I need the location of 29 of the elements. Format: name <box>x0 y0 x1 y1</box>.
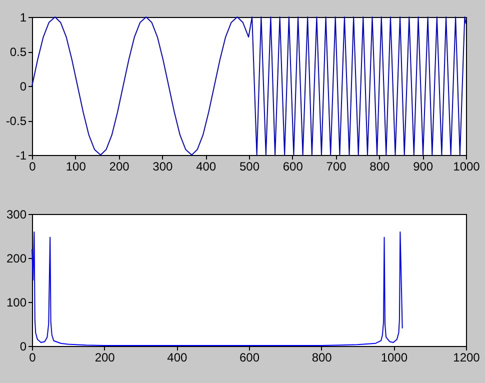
x-tick-label: 800 <box>312 350 332 364</box>
x-tick-label: 600 <box>282 160 304 174</box>
y-tick-label: 0 <box>20 340 27 354</box>
x-tick-label: 700 <box>326 160 347 174</box>
y-tick-label: 200 <box>6 252 27 266</box>
x-tick-label: 200 <box>109 160 130 174</box>
x-tick-label: 900 <box>413 160 434 174</box>
x-tick-label: 1200 <box>453 350 480 364</box>
y-tick-label: 0 <box>20 80 27 94</box>
x-tick-label: 300 <box>152 160 174 174</box>
x-tick-label: 0 <box>29 160 36 174</box>
x-tick-label: 1000 <box>453 160 480 174</box>
x-tick-label: 100 <box>66 160 86 174</box>
y-tick-label: 0.5 <box>10 45 27 59</box>
y-tick-label: 300 <box>6 208 27 222</box>
y-tick-label: 1 <box>20 10 27 24</box>
x-tick-label: 500 <box>239 160 260 174</box>
x-tick-label: 600 <box>239 350 260 364</box>
y-tick-label: -1 <box>16 148 27 162</box>
x-tick-label: 1000 <box>380 350 408 364</box>
y-tick-label: 100 <box>6 296 27 310</box>
x-tick-label: 400 <box>196 160 216 174</box>
y-tick-label: -0.5 <box>6 114 27 128</box>
line-series <box>32 16 466 156</box>
x-tick-label: 800 <box>370 160 390 174</box>
x-tick-label: 0 <box>29 350 36 364</box>
x-tick-label: 400 <box>167 350 188 364</box>
line-series <box>32 232 403 346</box>
x-tick-label: 200 <box>94 350 116 364</box>
